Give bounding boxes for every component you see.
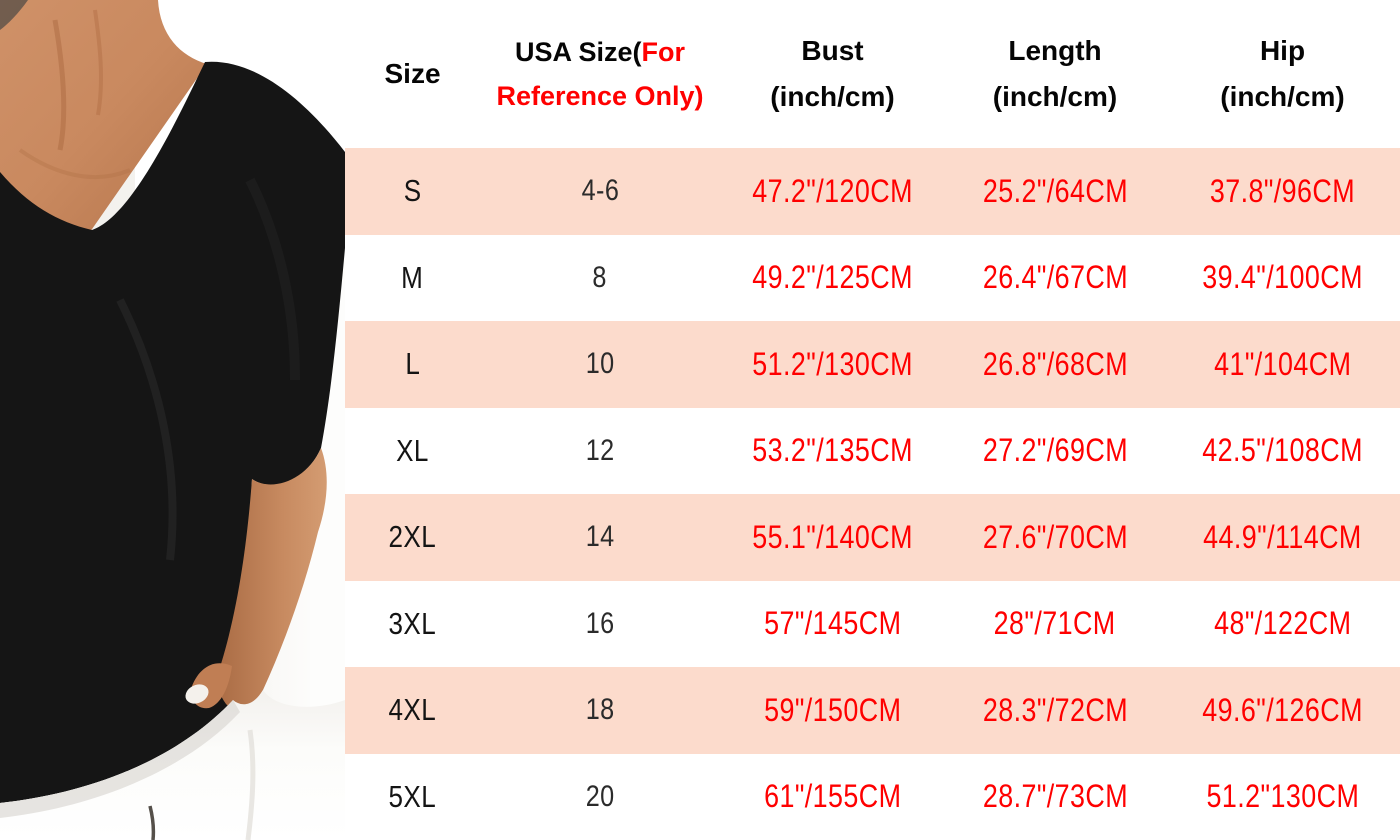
- cell-bust: 53.2"/135CM: [752, 432, 913, 469]
- cell-size: XL: [396, 432, 429, 468]
- cell-length: 28.3"/72CM: [982, 691, 1128, 728]
- table-row: S 4-6 47.2"/120CM 25.2"/64CM 37.8"/96CM: [345, 148, 1400, 235]
- cell-usa-size: 20: [585, 779, 615, 813]
- table-row: M 8 49.2"/125CM 26.4"/67CM 39.4"/100CM: [345, 235, 1400, 322]
- black-top: [0, 61, 345, 804]
- cell-hip: 42.5"/108CM: [1202, 432, 1363, 469]
- cell-bust: 61"/155CM: [763, 778, 902, 815]
- usa-size-label-black: USA Size(: [514, 37, 642, 67]
- cell-hip: 51.2"130CM: [1206, 778, 1359, 815]
- cell-bust: 55.1"/140CM: [752, 518, 913, 555]
- white-pants: [0, 690, 345, 840]
- cell-bust: 59"/150CM: [763, 691, 902, 728]
- cell-length: 28"/71CM: [994, 605, 1116, 642]
- cell-size: 4XL: [388, 692, 437, 728]
- table-header-row: Size USA Size(For Reference Only) Bust (…: [345, 0, 1400, 148]
- bust-label: Bust: [801, 35, 864, 66]
- hip-unit-label: (inch/cm): [1220, 81, 1345, 112]
- cell-usa-size: 16: [585, 606, 615, 640]
- cell-bust: 47.2"/120CM: [752, 172, 913, 209]
- length-unit-label: (inch/cm): [992, 81, 1118, 112]
- cell-size: S: [403, 173, 422, 209]
- table-row: 3XL 16 57"/145CM 28"/71CM 48"/122CM: [345, 581, 1400, 668]
- cell-length: 27.2"/69CM: [982, 432, 1128, 469]
- cell-hip: 41"/104CM: [1213, 345, 1352, 382]
- bust-unit-label: (inch/cm): [770, 81, 895, 112]
- table-row: 2XL 14 55.1"/140CM 27.6"/70CM 44.9"/114C…: [345, 494, 1400, 581]
- table-row: L 10 51.2"/130CM 26.8"/68CM 41"/104CM: [345, 321, 1400, 408]
- cell-size: L: [405, 346, 420, 382]
- model-neck-chest: [0, 0, 207, 232]
- thumbnail: [185, 684, 209, 704]
- cell-length: 25.2"/64CM: [982, 172, 1128, 209]
- cell-size: 2XL: [388, 519, 437, 555]
- col-header-size-label: Size: [384, 58, 441, 89]
- cell-size: M: [401, 259, 424, 295]
- usa-size-label-red: For Reference Only): [496, 37, 704, 111]
- cell-usa-size: 4-6: [581, 174, 619, 208]
- cell-size: 5XL: [388, 778, 437, 814]
- size-table: Size USA Size(For Reference Only) Bust (…: [345, 0, 1400, 840]
- col-header-length: Length (inch/cm): [945, 0, 1165, 148]
- table-row: 5XL 20 61"/155CM 28.7"/73CM 51.2"130CM: [345, 754, 1400, 840]
- cell-length: 26.8"/68CM: [982, 345, 1128, 382]
- cell-length: 27.6"/70CM: [982, 518, 1128, 555]
- cell-usa-size: 8: [592, 260, 608, 294]
- product-photo: [0, 0, 345, 840]
- cell-usa-size: 12: [585, 433, 615, 467]
- table-row: 4XL 18 59"/150CM 28.3"/72CM 49.6"/126CM: [345, 667, 1400, 754]
- length-label: Length: [1008, 35, 1102, 66]
- cell-size: 3XL: [388, 605, 437, 641]
- hip-label: Hip: [1259, 35, 1306, 66]
- cell-hip: 39.4"/100CM: [1202, 259, 1363, 296]
- cell-hip: 37.8"/96CM: [1209, 172, 1356, 209]
- cell-length: 26.4"/67CM: [982, 259, 1128, 296]
- cell-usa-size: 14: [585, 520, 615, 554]
- cell-hip: 48"/122CM: [1213, 605, 1352, 642]
- col-header-hip: Hip (inch/cm): [1165, 0, 1400, 148]
- col-header-size: Size: [345, 0, 480, 148]
- cell-usa-size: 18: [585, 693, 615, 727]
- pants-seam: [148, 805, 156, 840]
- table-body: S 4-6 47.2"/120CM 25.2"/64CM 37.8"/96CM …: [345, 148, 1400, 840]
- model-forearm: [216, 448, 327, 710]
- hair-wisp: [0, 0, 28, 30]
- cell-bust: 49.2"/125CM: [752, 259, 913, 296]
- cell-bust: 57"/145CM: [763, 605, 902, 642]
- cell-hip: 44.9"/114CM: [1203, 518, 1362, 555]
- cell-length: 28.7"/73CM: [982, 778, 1128, 815]
- cell-hip: 49.6"/126CM: [1202, 691, 1363, 728]
- col-header-usa-size: USA Size(For Reference Only): [480, 0, 720, 148]
- model-illustration: [0, 0, 345, 840]
- cell-bust: 51.2"/130CM: [752, 345, 913, 382]
- col-header-bust: Bust (inch/cm): [720, 0, 945, 148]
- table-row: XL 12 53.2"/135CM 27.2"/69CM 42.5"/108CM: [345, 408, 1400, 495]
- cell-usa-size: 10: [585, 347, 615, 381]
